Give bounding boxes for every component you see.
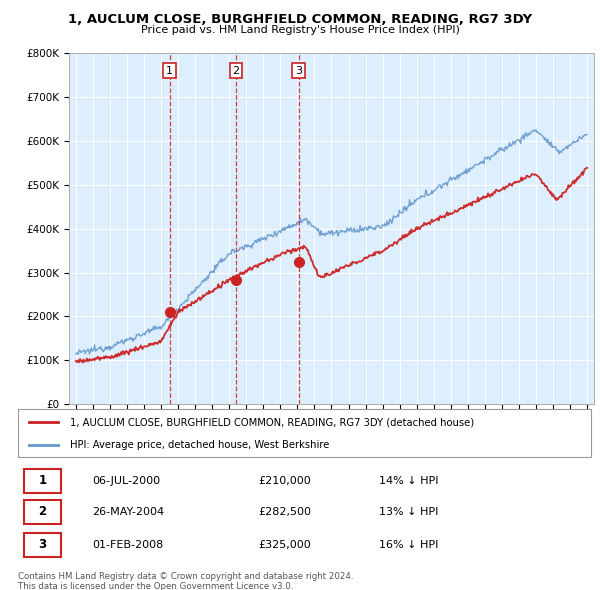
Text: Contains HM Land Registry data © Crown copyright and database right 2024.: Contains HM Land Registry data © Crown c… [18,572,353,581]
Text: 1, AUCLUM CLOSE, BURGHFIELD COMMON, READING, RG7 3DY (detached house): 1, AUCLUM CLOSE, BURGHFIELD COMMON, READ… [70,417,473,427]
Text: 13% ↓ HPI: 13% ↓ HPI [379,507,439,517]
Bar [24,500,61,524]
Bar [24,469,61,493]
Text: 2: 2 [38,505,46,519]
Text: 1: 1 [166,65,173,76]
Text: 14% ↓ HPI: 14% ↓ HPI [379,476,439,486]
Text: 2: 2 [232,65,239,76]
Text: 1: 1 [38,474,46,487]
Text: 16% ↓ HPI: 16% ↓ HPI [379,540,439,550]
Text: 1, AUCLUM CLOSE, BURGHFIELD COMMON, READING, RG7 3DY: 1, AUCLUM CLOSE, BURGHFIELD COMMON, READ… [68,13,532,26]
Bar [24,533,61,557]
Text: HPI: Average price, detached house, West Berkshire: HPI: Average price, detached house, West… [70,440,329,450]
Text: £210,000: £210,000 [259,476,311,486]
Text: Price paid vs. HM Land Registry's House Price Index (HPI): Price paid vs. HM Land Registry's House … [140,25,460,35]
Text: £282,500: £282,500 [259,507,311,517]
Text: 01-FEB-2008: 01-FEB-2008 [92,540,164,550]
Text: 3: 3 [295,65,302,76]
Text: This data is licensed under the Open Government Licence v3.0.: This data is licensed under the Open Gov… [18,582,293,590]
Text: 26-MAY-2004: 26-MAY-2004 [92,507,164,517]
Text: 06-JUL-2000: 06-JUL-2000 [92,476,161,486]
Text: 3: 3 [38,538,46,552]
Text: £325,000: £325,000 [259,540,311,550]
